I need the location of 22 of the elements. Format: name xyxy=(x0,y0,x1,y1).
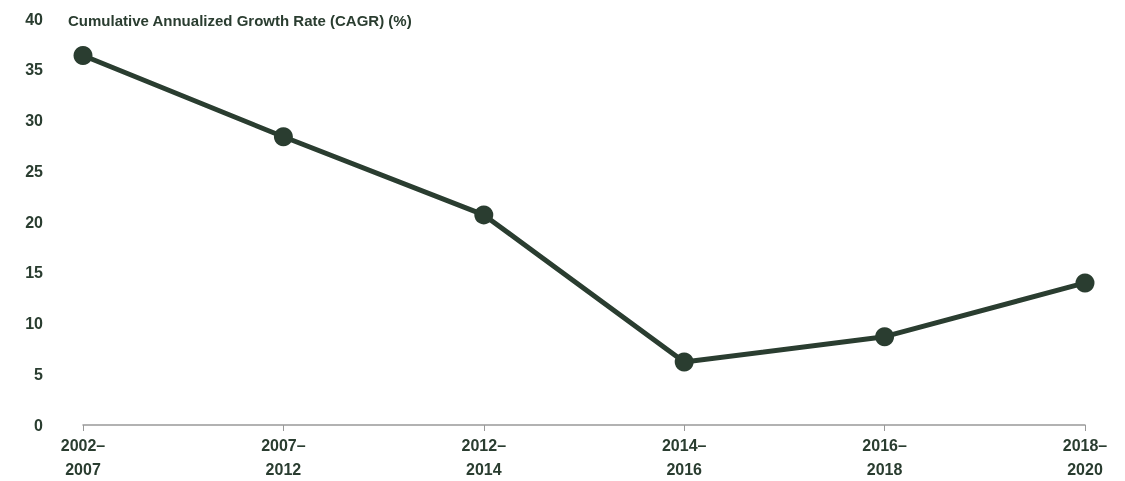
x-tick-label: 2012– 2014 xyxy=(461,436,507,478)
x-tick-label: 2002– 2007 xyxy=(60,436,106,478)
y-tick-label: 30 xyxy=(25,112,44,129)
point xyxy=(875,327,895,347)
y-tick-label: 20 xyxy=(25,213,44,231)
y-tick-label: 25 xyxy=(25,162,44,180)
y-tick-label: 15 xyxy=(25,264,44,282)
point xyxy=(73,46,93,66)
point xyxy=(273,127,293,147)
point xyxy=(1075,273,1095,293)
point xyxy=(674,352,694,372)
y-tick-label: 35 xyxy=(25,61,44,79)
x-tick-label: 2018– 2020 xyxy=(1062,436,1108,478)
y-tick-label: 5 xyxy=(34,365,44,383)
y-tick-label: 0 xyxy=(34,416,44,434)
x-tick-label: 2014– 2016 xyxy=(661,436,707,478)
x-tick-label: 2016– 2018 xyxy=(862,436,907,478)
y-tick-label: 10 xyxy=(25,315,44,332)
y-tick-label: 40 xyxy=(25,10,44,28)
x-tick-label: 2007– 2012 xyxy=(261,436,306,478)
point xyxy=(474,205,494,225)
chart-title: Cumulative Annualized Growth Rate (CAGR) (%) xyxy=(68,12,412,29)
